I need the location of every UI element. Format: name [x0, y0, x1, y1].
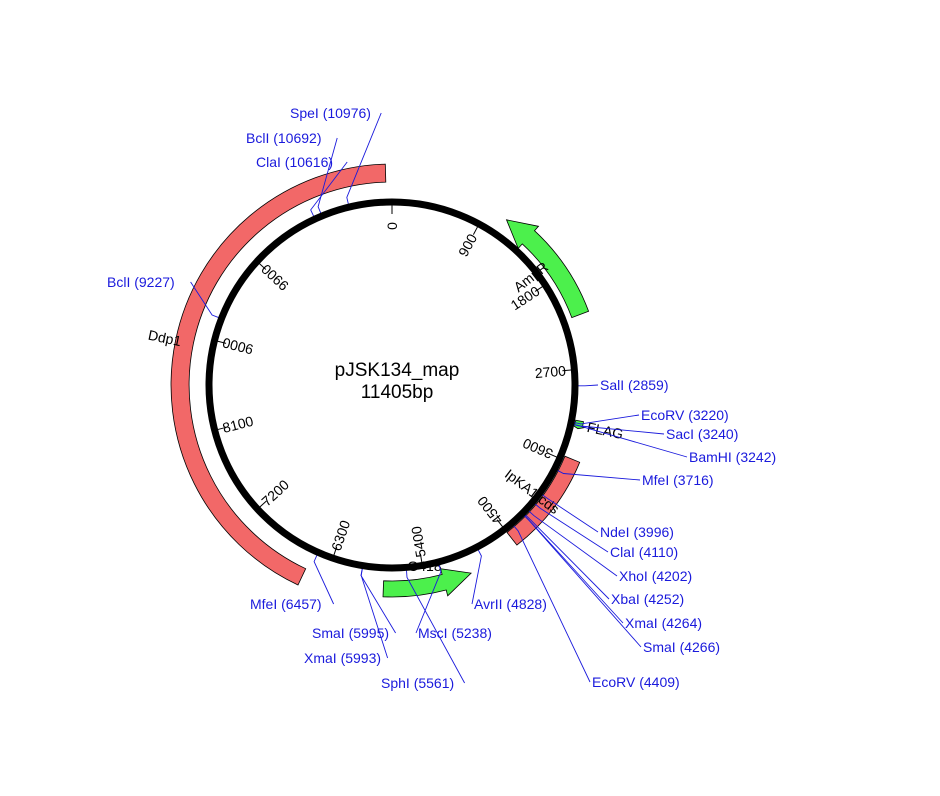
restriction-site-label: BamHI (3242)	[689, 449, 776, 465]
restriction-site-label: BclI (9227)	[107, 274, 175, 290]
site-connector-line	[541, 494, 599, 533]
restriction-site-label: SmaI (5995)	[312, 625, 389, 641]
restriction-site-label: SmaI (4266)	[643, 639, 720, 655]
restriction-site-label: SphI (5561)	[381, 675, 454, 691]
tick-label: 5400	[408, 525, 429, 559]
restriction-site-label: ClaI (4110)	[610, 544, 678, 560]
tick-mark	[258, 262, 267, 270]
restriction-site-label: MscI (5238)	[418, 625, 492, 641]
tick-label: 9900	[258, 261, 292, 294]
backbone-circle	[205, 198, 579, 572]
site-lines-layer	[190, 112, 688, 684]
feature-ddp1	[170, 163, 387, 586]
tick-mark	[216, 340, 227, 344]
tick-label: 7200	[258, 476, 292, 509]
tick-mark	[548, 453, 559, 459]
site-connector-line	[360, 568, 396, 634]
restriction-site-label: SacI (3240)	[666, 426, 738, 442]
restriction-site-label: BclI (10692)	[246, 130, 321, 146]
feature-ipka1	[506, 455, 581, 546]
restriction-site-label: SpeI (10976)	[290, 105, 371, 121]
restriction-site-label: XhoI (4202)	[619, 568, 692, 584]
restriction-site-label: AvrII (4828)	[474, 596, 547, 612]
site-connector-line	[471, 549, 482, 605]
site-labels-layer: SpeI (10976) BclI (10692) ClaI (10616) BclI…	[107, 105, 776, 691]
feature-label-ddp1: Ddp1	[147, 327, 183, 349]
tick-label: 4500	[474, 493, 506, 528]
tick-mark	[258, 500, 267, 509]
tick-mark	[534, 285, 544, 292]
restriction-site-label: MfeI (3716)	[642, 472, 714, 488]
tick-label: 1800	[508, 283, 543, 314]
restriction-site-label: NdeI (3996)	[600, 524, 674, 540]
site-connector-line	[415, 564, 442, 634]
tick-label: 9000	[221, 335, 255, 358]
restriction-site-label: ClaI (10616)	[256, 154, 333, 170]
restriction-site-label: XbaI (4252)	[611, 591, 684, 607]
site-connector-line	[524, 514, 610, 600]
site-connector-line	[406, 570, 465, 684]
restriction-site-label: EcoRV (3220)	[641, 407, 729, 423]
site-connector-line	[513, 525, 591, 683]
plasmid-name: pJSK134_map	[335, 360, 460, 381]
tick-mark	[562, 369, 573, 372]
tick-mark	[472, 225, 479, 235]
site-connector-line	[578, 384, 599, 387]
site-connector-line	[574, 414, 640, 425]
tick-label: 6300	[328, 518, 353, 553]
site-connector-line	[573, 424, 688, 458]
tick-label: 2700	[534, 363, 567, 382]
site-connector-line	[534, 503, 609, 553]
restriction-site-label: SalI (2859)	[600, 377, 668, 393]
site-connector-line	[557, 469, 641, 481]
plasmid-size: 11405bp	[361, 382, 434, 403]
site-connector-line	[313, 555, 335, 605]
tick-label: 3600	[520, 435, 555, 462]
restriction-site-label: XmaI (5993)	[304, 650, 381, 666]
site-connector-line	[528, 510, 618, 577]
site-connector-line	[317, 137, 338, 214]
tick-mark	[496, 519, 504, 529]
tick-label: 900	[455, 231, 480, 259]
tick-label: 0	[384, 222, 400, 230]
restriction-site-label: MfeI (6457)	[250, 596, 322, 612]
restriction-site-label: EcoRV (4409)	[592, 674, 680, 690]
site-connector-line	[310, 161, 348, 217]
feature-ampr	[505, 219, 590, 319]
tick-mark	[419, 553, 423, 564]
site-connector-line	[190, 281, 219, 319]
tick-mark	[333, 546, 338, 557]
tick-mark	[216, 426, 227, 431]
site-connector-line	[523, 515, 642, 648]
restriction-site-label: XmaI (4264)	[625, 615, 702, 631]
tick-label: 8100	[221, 413, 255, 436]
feature-g418	[382, 568, 472, 598]
site-connector-line	[346, 112, 382, 205]
